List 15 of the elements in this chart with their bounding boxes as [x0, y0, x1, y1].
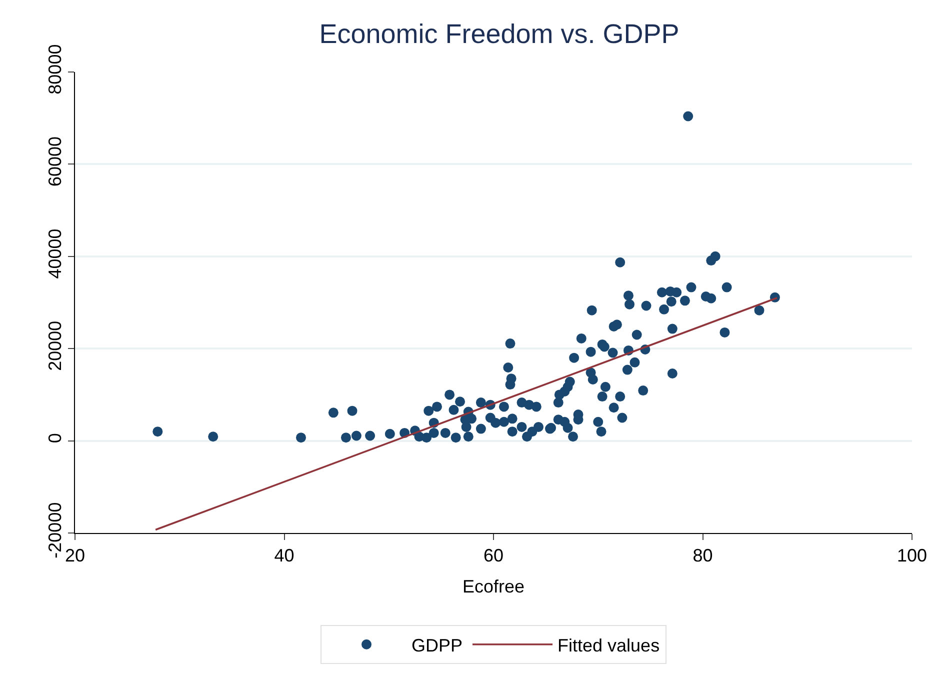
chart-title: Economic Freedom vs. GDPP — [319, 18, 680, 49]
x-tick-label: 20 — [64, 546, 86, 566]
y-tick-label: -20000 — [44, 502, 65, 558]
x-axis-title: Ecofree — [462, 576, 525, 597]
y-tick-label: 0 — [44, 433, 65, 444]
y-tick-label: 20000 — [44, 320, 65, 371]
x-tick-label: 100 — [896, 546, 928, 566]
x-tick-label: 60 — [483, 546, 504, 566]
y-tick-label: 60000 — [44, 136, 65, 187]
x-tick-label: 40 — [274, 546, 294, 566]
x-tick-label: 80 — [692, 546, 713, 566]
legend-label: Fitted values — [558, 635, 660, 656]
y-tick-label: 80000 — [44, 44, 65, 94]
y-tick-label: 40000 — [44, 228, 65, 279]
legend-label: GDPP — [412, 635, 463, 656]
